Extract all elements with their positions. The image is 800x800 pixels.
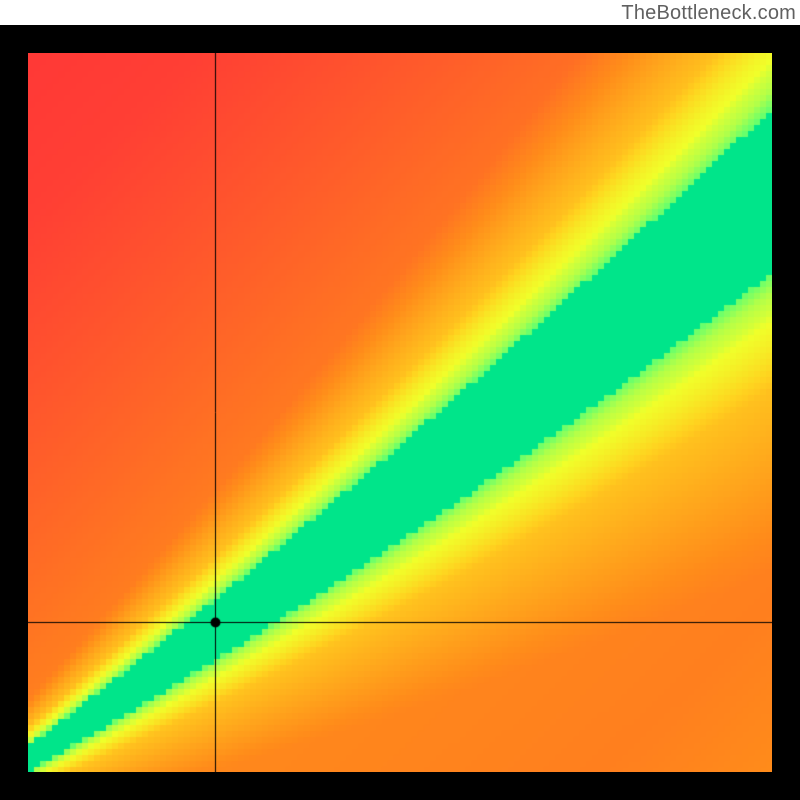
chart-container: TheBottleneck.com [0,0,800,800]
watermark-text: TheBottleneck.com [621,2,796,25]
heatmap-canvas [28,53,772,772]
